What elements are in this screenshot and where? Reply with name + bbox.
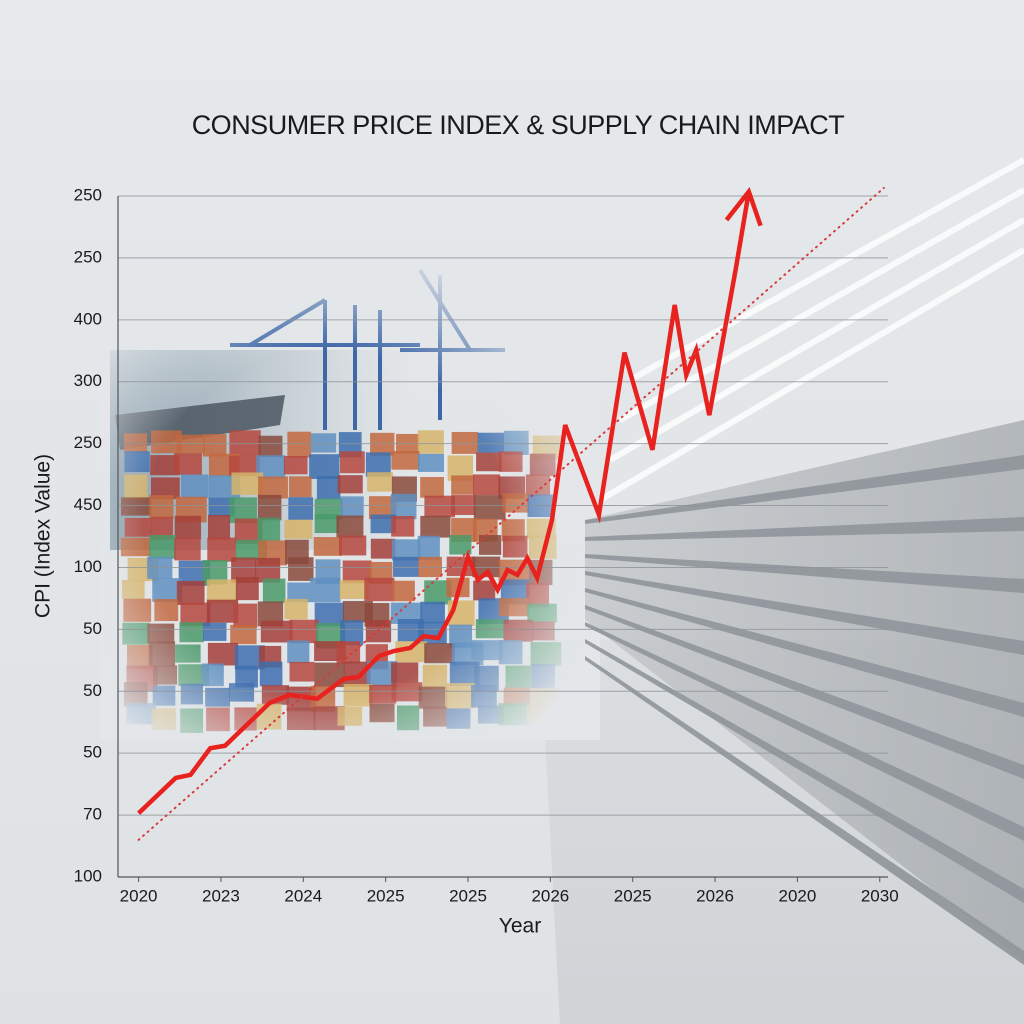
- shelves: [585, 157, 1024, 965]
- x-tick-label: 2026: [696, 886, 734, 905]
- shelf: [585, 554, 1024, 593]
- shelf: [585, 639, 1024, 903]
- x-tick-label: 2023: [202, 886, 240, 905]
- x-tick-label: 2020: [120, 886, 158, 905]
- y-tick-label: 50: [83, 619, 102, 638]
- x-tick-label: 2026: [531, 886, 569, 905]
- shelf: [585, 588, 1024, 717]
- ceiling-light: [598, 247, 1024, 503]
- x-tick-label: 2024: [284, 886, 322, 905]
- y-tick-label: 300: [74, 371, 102, 390]
- port-fade: [100, 260, 600, 740]
- x-tick-label: 2025: [367, 886, 405, 905]
- y-tick-label: 250: [74, 185, 102, 204]
- line-series: [137, 191, 752, 815]
- ceiling-light: [628, 157, 1024, 383]
- y-axis-title: CPI (Index Value): [32, 454, 55, 618]
- shelf: [585, 455, 1024, 524]
- x-tick-label: 2025: [449, 886, 487, 905]
- shelf: [585, 656, 1024, 965]
- x-axis-title: Year: [499, 915, 541, 938]
- y-tick-label: 450: [74, 495, 102, 514]
- x-tick-label: 2025: [614, 886, 652, 905]
- x-tick-label: 2030: [861, 886, 899, 905]
- y-tick-label: 250: [74, 247, 102, 266]
- port-scene: [100, 260, 600, 740]
- y-tick-label: 100: [74, 866, 102, 885]
- y-tick-label: 250: [74, 433, 102, 452]
- y-tick-label: 70: [83, 805, 102, 824]
- y-tick-label: 50: [83, 743, 102, 762]
- shelf: [585, 622, 1024, 841]
- y-tick-label: 100: [74, 557, 102, 576]
- arrow-head: [724, 187, 763, 227]
- shelf: [585, 605, 1024, 779]
- ceiling-light: [608, 217, 1024, 463]
- shelf: [585, 571, 1024, 655]
- y-tick-label: 400: [74, 309, 102, 328]
- x-tick-label: 2020: [778, 886, 816, 905]
- y-tick-label: 50: [83, 681, 102, 700]
- shelf: [585, 517, 1024, 541]
- chart-title: CONSUMER PRICE INDEX & SUPPLY CHAIN IMPA…: [192, 110, 845, 140]
